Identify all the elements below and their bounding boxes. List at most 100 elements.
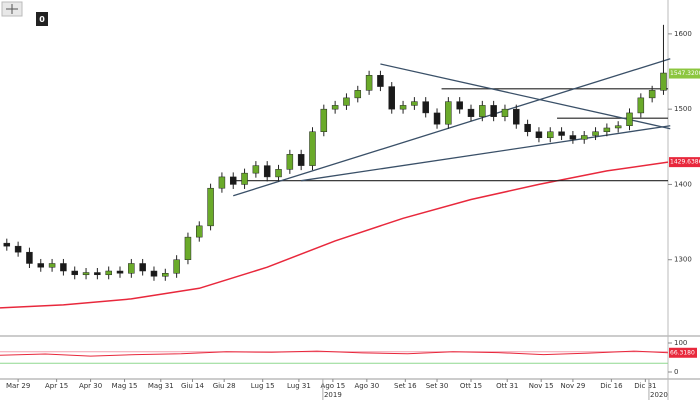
candle-body xyxy=(297,154,305,166)
x-tick-label: Mag 15 xyxy=(112,382,138,390)
move-icon xyxy=(6,4,18,14)
indicator-line xyxy=(0,350,669,357)
candle-body xyxy=(105,270,112,276)
x-tick-label: Apr 15 xyxy=(45,382,68,390)
candle-body xyxy=(456,101,463,110)
x-tick-label: Ago 30 xyxy=(355,382,380,390)
indicator-label: 66.3180 xyxy=(670,349,695,356)
x-tick-label: Set 30 xyxy=(426,382,449,390)
x-tick-label: Lug 31 xyxy=(287,382,311,390)
candle-body xyxy=(196,225,203,238)
candle-body xyxy=(331,105,339,110)
candle-body xyxy=(184,236,192,260)
year-label: 2019 xyxy=(324,391,342,399)
candle-body xyxy=(626,112,633,126)
x-tick-label: Ott 31 xyxy=(496,382,518,390)
candle-body xyxy=(580,135,588,140)
candle-body xyxy=(592,131,599,136)
x-tick-label: Ott 15 xyxy=(460,382,482,390)
y-tick-label: 1500 xyxy=(674,105,692,113)
ma-label-box xyxy=(669,157,700,168)
candle-body xyxy=(286,154,294,170)
candle-body xyxy=(399,105,407,110)
trendline xyxy=(380,63,671,130)
candle-body xyxy=(377,75,384,87)
candle-body xyxy=(648,90,656,99)
x-tick-label: Mag 31 xyxy=(148,382,174,390)
candle-body xyxy=(614,125,622,129)
year-label: 2020 xyxy=(650,391,668,399)
candle-body xyxy=(365,75,373,91)
x-tick-label: Mar 29 xyxy=(6,382,30,390)
x-tick-label: Nov 15 xyxy=(529,382,554,390)
x-tick-label: Giu 28 xyxy=(213,382,236,390)
x-tick-label: Set 16 xyxy=(394,382,417,390)
x-tick-label: Lug 15 xyxy=(251,382,275,390)
x-tick-label: Nov 29 xyxy=(560,382,585,390)
price-label-box xyxy=(669,68,700,79)
candle-body xyxy=(513,108,520,125)
candle-body xyxy=(354,90,362,99)
candle-body xyxy=(82,272,90,276)
candle-body xyxy=(48,263,56,268)
candle-body xyxy=(445,101,452,125)
candle-body xyxy=(94,272,101,276)
candle-body xyxy=(162,273,169,277)
candle-body xyxy=(603,127,611,132)
x-tick-label: Dic 16 xyxy=(600,382,623,390)
x-tick-label: Apr 30 xyxy=(79,382,102,390)
candle-body xyxy=(422,101,429,114)
candle-body xyxy=(128,263,135,274)
candle-body xyxy=(173,259,180,274)
indicator-tick-label: 100 xyxy=(674,339,687,347)
y-tick-label: 1600 xyxy=(674,30,692,38)
badge-box xyxy=(36,12,48,26)
candle-body xyxy=(479,105,486,117)
candle-body xyxy=(218,176,226,189)
candle-body xyxy=(275,169,282,178)
candle-body xyxy=(547,131,554,139)
candle-body xyxy=(524,123,531,132)
candle-body xyxy=(263,165,271,178)
candle-body xyxy=(388,86,395,110)
candle-body xyxy=(252,165,260,174)
y-tick-label: 1400 xyxy=(674,180,692,188)
candle-body xyxy=(660,72,667,91)
price-label: 1547.3200 xyxy=(670,70,700,77)
candle-body xyxy=(558,131,565,136)
candle-body xyxy=(433,112,441,125)
candle-body xyxy=(3,242,11,247)
candle-body xyxy=(37,263,45,268)
trendline xyxy=(301,125,671,182)
indicator-label-box xyxy=(669,347,697,358)
ma-label: 1429.6386 xyxy=(670,159,700,166)
candle-body xyxy=(71,270,78,276)
candle-body xyxy=(241,172,248,185)
candle-body xyxy=(467,108,475,117)
toolbar: 0 xyxy=(1,1,48,26)
x-tick-label: Dic 31 xyxy=(634,382,656,390)
candle-body xyxy=(207,187,214,227)
candle-body xyxy=(60,263,67,272)
candle-body xyxy=(637,97,645,114)
candle-body xyxy=(320,108,328,132)
badge: 0 xyxy=(39,15,45,24)
moving-average xyxy=(0,161,669,309)
x-tick-label: Giu 14 xyxy=(181,382,204,390)
trendline xyxy=(233,58,671,197)
x-tick-label: Ago 15 xyxy=(321,382,346,390)
candle-body xyxy=(116,270,124,274)
candle-body xyxy=(26,251,33,264)
candle-body xyxy=(535,131,543,139)
candle-body xyxy=(490,105,497,117)
candle-body xyxy=(150,270,158,277)
candle-body xyxy=(501,108,509,117)
candle-body xyxy=(14,245,22,253)
y-tick-label: 1300 xyxy=(674,256,692,264)
candle-body xyxy=(411,101,418,106)
indicator-tick-label: 0 xyxy=(674,368,678,376)
candle-body xyxy=(229,176,237,185)
candle-body xyxy=(569,135,577,140)
candle-body xyxy=(309,131,316,166)
